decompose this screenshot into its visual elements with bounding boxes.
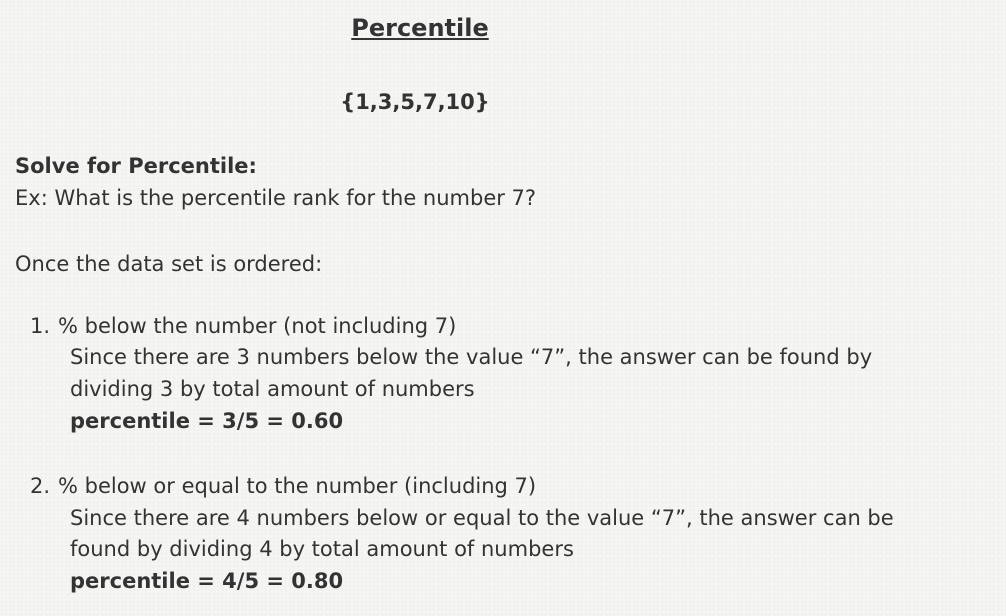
step-1-formula: percentile = 3/5 = 0.60	[70, 409, 344, 433]
ordered-intro: Once the data set is ordered:	[15, 252, 323, 276]
step-2-marker: 2.	[30, 474, 51, 498]
step-1-marker: 1.	[30, 314, 51, 338]
data-set: {1,3,5,7,10}	[340, 90, 490, 114]
step-2-explanation-line1: Since there are 4 numbers below or equal…	[70, 506, 894, 530]
solve-heading: Solve for Percentile:	[15, 154, 257, 178]
step-2-formula: percentile = 4/5 = 0.80	[70, 569, 344, 593]
step-2-heading: % below or equal to the number (includin…	[58, 474, 537, 498]
page-title: Percentile	[351, 14, 489, 42]
step-1-explanation-line1: Since there are 3 numbers below the valu…	[70, 345, 873, 369]
step-1-heading: % below the number (not including 7)	[58, 314, 457, 338]
step-1-explanation-line2: dividing 3 by total amount of numbers	[70, 377, 475, 401]
example-question: Ex: What is the percentile rank for the …	[15, 186, 537, 210]
step-2-explanation-line2: found by dividing 4 by total amount of n…	[70, 537, 574, 561]
